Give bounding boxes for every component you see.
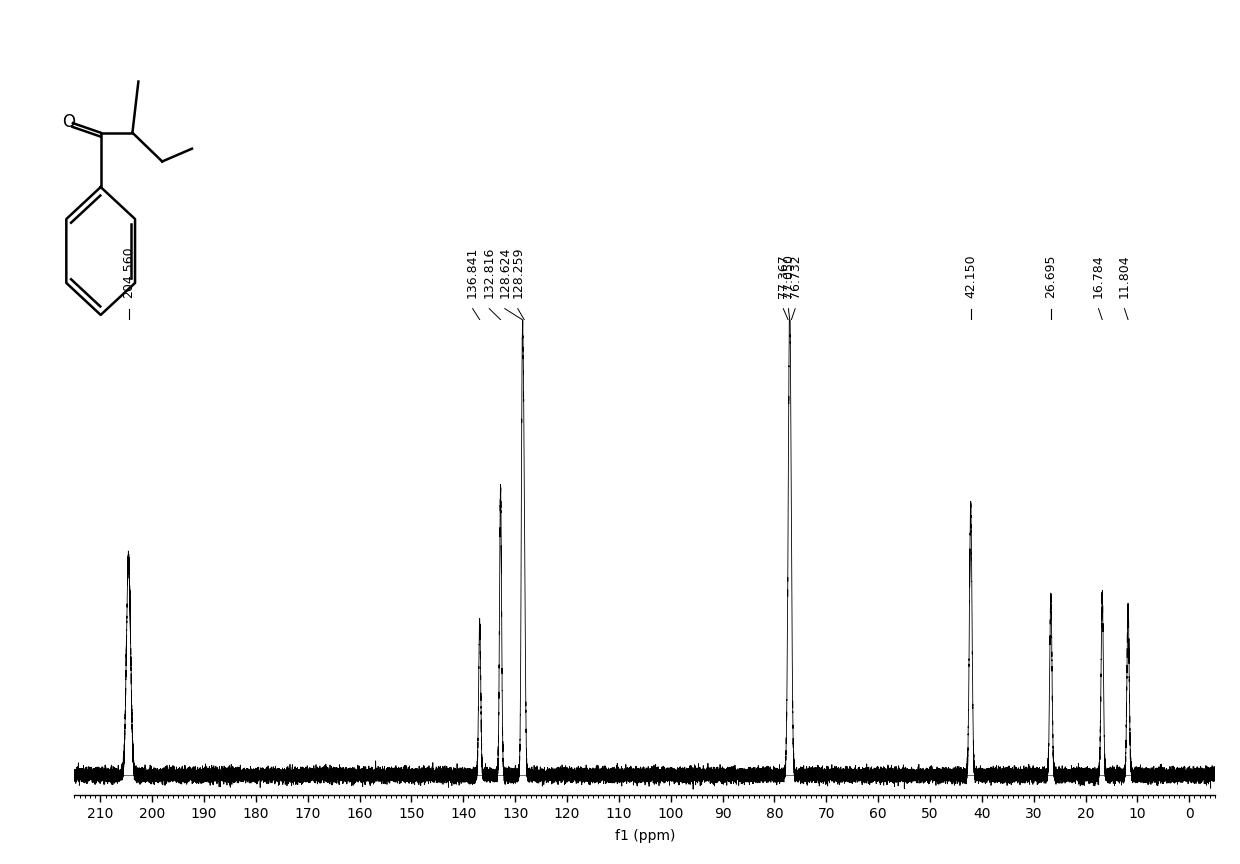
Text: 128.624: 128.624 <box>498 246 511 297</box>
Text: 11.804: 11.804 <box>1118 254 1131 297</box>
Text: 16.784: 16.784 <box>1092 254 1105 297</box>
Text: 76.732: 76.732 <box>789 254 802 297</box>
Text: 128.259: 128.259 <box>511 246 525 297</box>
Text: 136.841: 136.841 <box>466 246 479 297</box>
Text: 204.560: 204.560 <box>122 246 135 297</box>
Text: 132.816: 132.816 <box>482 246 496 297</box>
Text: 77.367: 77.367 <box>776 254 790 297</box>
Text: 42.150: 42.150 <box>965 254 977 297</box>
X-axis label: f1 (ppm): f1 (ppm) <box>615 829 675 843</box>
Text: 77.050: 77.050 <box>782 253 795 297</box>
Text: 26.695: 26.695 <box>1044 254 1058 297</box>
Text: O: O <box>62 112 76 130</box>
